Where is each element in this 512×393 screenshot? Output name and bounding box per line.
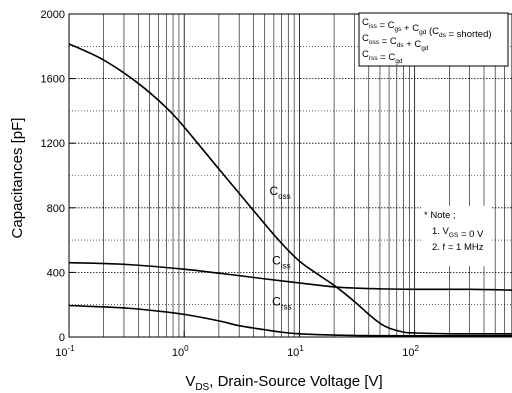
- x-tick-base: 10: [287, 347, 299, 359]
- text-segment: (C: [426, 26, 439, 37]
- series-curves: [68, 43, 512, 337]
- subscript: GS: [449, 232, 459, 239]
- note-line: 1. VGS = 0 V: [432, 226, 484, 240]
- tick-marks: [68, 13, 416, 338]
- x-axis-title-main: V: [185, 373, 195, 390]
- text-segment: = 0 V: [458, 229, 484, 240]
- curve-label-main: C: [272, 295, 281, 309]
- subscript: oss: [369, 39, 380, 46]
- y-tick-label: 1600: [41, 74, 65, 86]
- subscript: iss: [369, 23, 378, 30]
- text-segment: C: [362, 49, 369, 60]
- definition-line: Coss = Cds + Cgd: [362, 33, 429, 52]
- y-tick-label: 2000: [41, 9, 65, 21]
- x-tick-exponent: 2: [415, 344, 420, 353]
- curve-label-iss: Ciss: [272, 253, 290, 270]
- x-tick-label: 102: [402, 344, 419, 359]
- subscript: gd: [419, 29, 427, 36]
- subscript: gd: [395, 58, 403, 65]
- definitions-box: Ciss = Cgs + Cgd (Cds = shorted)Coss = C…: [358, 12, 509, 67]
- text-segment: C: [362, 17, 369, 28]
- definitions-box-frame: [358, 12, 509, 67]
- x-tick-label: 101: [287, 344, 304, 359]
- x-tick-label: 100: [172, 344, 189, 359]
- curve-label-sub: rss: [281, 303, 292, 312]
- y-tick-label: 1200: [41, 138, 65, 150]
- x-tick-label: 10-1: [55, 344, 75, 359]
- x-tick-exponent: 0: [184, 344, 189, 353]
- subscript: rss: [369, 55, 378, 62]
- y-tick-label: 0: [59, 332, 65, 344]
- series-line-oss: [68, 43, 512, 335]
- y-axis-title: Capacitances [pF]: [9, 118, 26, 239]
- x-axis-title-rest: , Drain-Source Voltage [V]: [209, 373, 382, 390]
- text-segment: = C: [377, 20, 395, 31]
- y-tick-label: 800: [47, 203, 65, 215]
- text-segment: + C: [404, 39, 422, 50]
- text-segment: = C: [378, 52, 396, 63]
- text-segment: * Note ;: [424, 210, 456, 221]
- test-conditions-note: * Note ; 1. VGS = 0 V 2. f = 1 MHz: [421, 206, 491, 266]
- curve-label-sub: oss: [278, 192, 290, 201]
- curve-label-sub: iss: [281, 261, 291, 270]
- x-axis-title-sub: DS: [195, 382, 209, 393]
- text-segment: 1. V: [432, 226, 450, 237]
- text-segment: 2. f = 1 MHz: [432, 242, 484, 253]
- subscript: ds: [397, 42, 405, 49]
- text-segment: = shorted): [446, 29, 492, 40]
- text-segment: + C: [401, 23, 419, 34]
- plot-frame: [68, 13, 512, 338]
- curve-label-rss: Crss: [272, 295, 291, 312]
- x-tick-exponent: -1: [68, 344, 76, 353]
- note-background: [421, 206, 491, 266]
- curve-label-main: C: [272, 253, 281, 267]
- subscript: ds: [439, 32, 447, 39]
- text-segment: C: [362, 33, 369, 44]
- subscript: gd: [421, 45, 429, 52]
- text-segment: = C: [379, 36, 397, 47]
- x-axis-title: VDS, Drain-Source Voltage [V]: [185, 373, 382, 393]
- x-tick-exponent: 1: [299, 344, 304, 353]
- curve-label-oss: Coss: [270, 184, 291, 201]
- note-line: * Note ;: [424, 210, 456, 221]
- x-tick-base: 10: [55, 347, 67, 359]
- subscript: gs: [395, 26, 403, 33]
- definition-line: Ciss = Cgs + Cgd (Cds = shorted): [362, 17, 492, 40]
- curve-label-main: C: [270, 184, 279, 198]
- definition-line: Crss = Cgd: [362, 49, 403, 65]
- series-line-iss: [68, 261, 512, 291]
- note-line: 2. f = 1 MHz: [432, 242, 484, 253]
- series-line-rss: [68, 304, 512, 337]
- y-tick-label: 400: [47, 267, 65, 279]
- x-tick-base: 10: [172, 347, 184, 359]
- x-tick-base: 10: [402, 347, 414, 359]
